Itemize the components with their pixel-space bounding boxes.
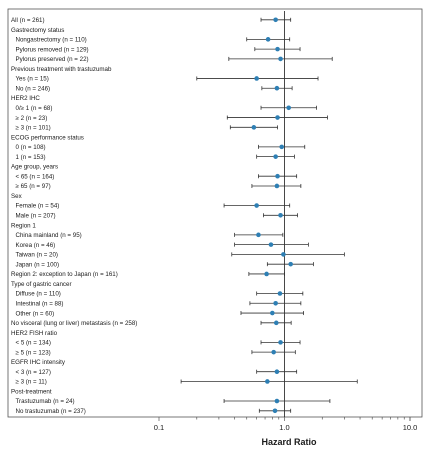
row-label: Pylorus removed (n = 129) [16,46,89,53]
hr-point [278,213,283,218]
hr-point [256,232,261,238]
hr-point [288,261,293,267]
hr-point [274,369,280,375]
hr-point [273,320,279,326]
row-label: Female (n = 54) [16,203,60,210]
row-label: 0 (n = 108) [16,144,46,151]
tick-label: 1.0 [279,423,289,432]
row-label: Type of gastric cancer [11,281,72,288]
hr-point [254,76,259,81]
x-axis-label: Hazard Ratio [261,437,317,447]
hr-point [278,56,283,62]
row-label: Trastuzumab (n = 24) [16,398,75,405]
row-label: Previous treatment with trastuzumab [11,66,112,73]
row-label: Japan (n = 100) [16,261,60,268]
row-label: EGFR IHC intensity [11,359,66,366]
row-label: Gastrectomy status [11,27,64,34]
hr-point [273,300,278,306]
hr-point [270,310,275,316]
hr-point [271,349,276,355]
row-label: ≥ 3 (n = 11) [16,379,47,386]
hr-point [273,17,278,23]
plot-frame [7,8,423,418]
point-layer [251,17,293,414]
row-label: Intestinal (n = 88) [16,300,64,307]
x-axis: 0.1 1.0 10.0 [154,417,418,432]
row-label: < 3 (n = 127) [16,369,51,376]
hr-point [274,85,280,91]
row-label: Male (n = 207) [16,213,56,220]
row-label: 1 (n = 153) [16,154,46,161]
hr-point [251,125,257,130]
row-label: Diffuse (n = 110) [16,291,61,298]
row-labels: All (n = 261) Gastrectomy status Nongastre… [11,17,137,415]
hr-point [286,105,291,111]
row-label: Region 2: exception to Japan (n = 161) [11,271,118,278]
hr-point [254,203,259,208]
hr-point [275,173,280,179]
hr-point [268,242,274,247]
hr-point [278,340,283,345]
row-label: ≥ 3 (n = 101) [16,125,51,132]
hr-point [265,379,270,384]
row-label: ≥ 65 (n = 97) [16,183,51,190]
hr-point [279,144,285,150]
row-label: All (n = 261) [11,17,45,24]
row-label: HER2 IHC [11,95,40,102]
row-label: No visceral (lung or liver) metastasis (… [11,320,137,327]
row-label: Pylorus preserved (n = 22) [16,56,89,63]
row-label: 0/≥ 1 (n = 68) [16,105,53,112]
row-label: Yes (n = 15) [16,76,49,83]
row-label: Post-treatment [11,388,52,395]
row-label: China mainland (n = 95) [16,232,82,239]
hr-point [275,115,280,120]
hr-point [274,183,280,189]
row-label: Sex [11,193,23,200]
row-label: HER2 FISH ratio [11,330,58,337]
hr-point [277,291,283,296]
row-label: ECOG performance status [11,134,84,141]
hr-point [281,252,286,257]
row-label: Age group, years [11,164,58,171]
tick-label: 10.0 [403,423,418,432]
row-label: ≥ 2 (n = 23) [16,115,48,122]
hr-point [274,398,280,404]
row-label: < 65 (n = 164) [16,173,55,180]
hr-point [275,46,280,52]
hr-point [264,271,269,277]
hr-point [273,154,278,159]
tick-label: 0.1 [154,423,164,432]
ci-layer [180,11,358,417]
hr-point [265,37,271,42]
row-label: Other (n = 60) [16,310,55,317]
row-label: < 5 (n = 134) [16,340,51,347]
hr-point [272,408,278,414]
row-label: Nongastrectomy (n = 110) [16,37,87,44]
row-label: Korea (n = 46) [16,242,56,249]
row-label: Taiwan (n = 20) [16,252,58,259]
row-label: No (n = 246) [16,85,51,92]
row-label: Region 1 [11,222,36,229]
row-label: ≥ 5 (n = 123) [16,349,51,356]
row-label: No trastuzumab (n = 237) [16,408,86,415]
